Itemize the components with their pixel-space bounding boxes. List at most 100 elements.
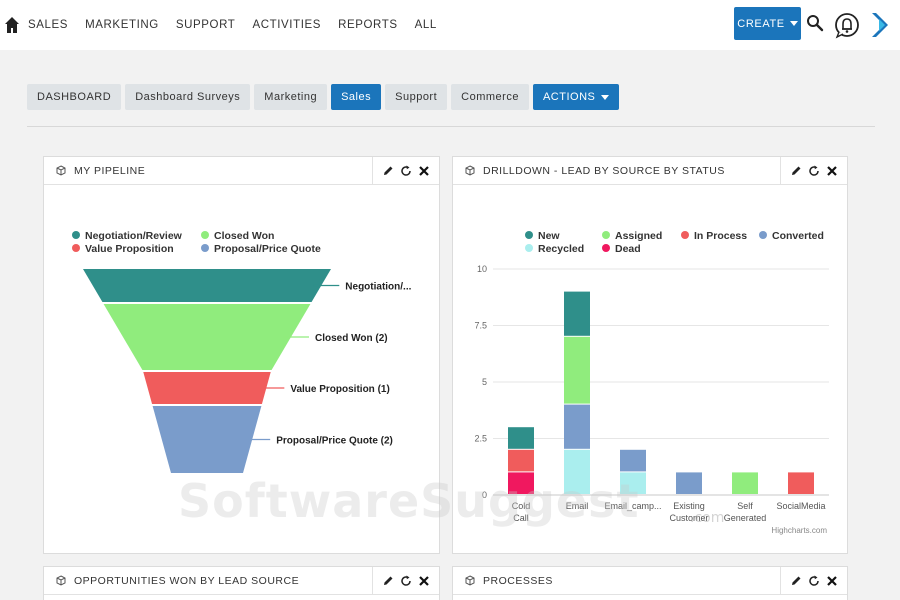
y-tick-label: 2.5	[474, 434, 487, 444]
main-menu: SALES MARKETING SUPPORT ACTIVITIES REPOR…	[28, 0, 454, 50]
pipeline-funnel-chart: Negotiation/Review Closed Won Value Propos…	[72, 230, 412, 473]
x-tick-label: Email	[566, 501, 589, 511]
bar-segment[interactable]	[564, 404, 590, 449]
legend-label[interactable]: Value Proposition	[85, 243, 174, 255]
legend-marker	[525, 231, 533, 239]
app-logo	[872, 13, 888, 37]
edit-icon[interactable]	[382, 165, 394, 177]
x-tick-label: Self	[737, 501, 753, 511]
refresh-icon[interactable]	[400, 165, 412, 177]
actions-dropdown[interactable]: ACTIONS	[532, 84, 620, 110]
y-tick-label: 5	[482, 377, 487, 387]
tab-dashboard-surveys[interactable]: Dashboard Surveys	[125, 84, 251, 110]
top-navbar: SALES MARKETING SUPPORT ACTIVITIES REPOR…	[0, 0, 900, 50]
dashlet-processes: PROCESSES	[452, 566, 848, 600]
x-tick-label: SocialMedia	[776, 501, 825, 511]
dashlet-opportunities: OPPORTUNITIES WON BY LEAD SOURCE	[43, 566, 440, 600]
chevron-down-icon	[789, 21, 798, 26]
nav-item-reports[interactable]: REPORTS	[338, 19, 398, 31]
bar-segment[interactable]	[564, 291, 590, 336]
cube-icon	[56, 165, 66, 176]
create-button[interactable]: CREATE	[734, 7, 801, 40]
bar-segment[interactable]	[788, 472, 814, 494]
legend-marker	[72, 244, 80, 252]
dashlet-header: PROCESSES	[453, 567, 847, 595]
legend-marker	[201, 231, 209, 239]
dashlet-header: DRILLDOWN - LEAD BY SOURCE BY STATUS	[453, 157, 847, 185]
close-icon[interactable]	[418, 575, 430, 587]
cube-icon	[465, 575, 475, 586]
bar-segment[interactable]	[620, 449, 646, 472]
bar-segment[interactable]	[732, 472, 758, 494]
legend-marker	[759, 231, 767, 239]
funnel-segment[interactable]	[103, 304, 311, 370]
chart-credits[interactable]: Highcharts.com	[771, 526, 827, 535]
legend-label[interactable]: Negotiation/Review	[85, 230, 183, 242]
dashlet-my-pipeline: MY PIPELINE Negotiation/Review Closed Won…	[43, 156, 440, 554]
bell-icon[interactable]	[834, 10, 860, 40]
nav-item-activities[interactable]: ACTIVITIES	[252, 19, 322, 31]
x-tick-label: Call	[513, 513, 529, 523]
legend-label[interactable]: Recycled	[538, 243, 584, 255]
legend-marker	[525, 244, 533, 252]
legend-marker	[602, 231, 610, 239]
bar-segment[interactable]	[508, 427, 534, 449]
funnel-segment[interactable]	[143, 372, 271, 404]
legend-label[interactable]: New	[538, 230, 560, 242]
nav-item-sales[interactable]: SALES	[28, 19, 69, 31]
dashlet-drilldown: DRILLDOWN - LEAD BY SOURCE BY STATUS New…	[452, 156, 848, 554]
cube-icon	[465, 165, 475, 176]
edit-icon[interactable]	[790, 165, 802, 177]
refresh-icon[interactable]	[808, 575, 820, 587]
close-icon[interactable]	[418, 165, 430, 177]
bar-segment[interactable]	[676, 472, 702, 494]
edit-icon[interactable]	[790, 575, 802, 587]
close-icon[interactable]	[826, 165, 838, 177]
section-divider	[27, 126, 875, 127]
tab-support[interactable]: Support	[385, 84, 448, 110]
dashlet-header: MY PIPELINE	[44, 157, 439, 185]
refresh-icon[interactable]	[808, 165, 820, 177]
edit-icon[interactable]	[382, 575, 394, 587]
legend-label[interactable]: Proposal/Price Quote	[214, 243, 321, 255]
x-tick-label: Customer	[669, 513, 708, 523]
home-icon[interactable]	[4, 16, 20, 34]
nav-item-all[interactable]: ALL	[414, 19, 437, 31]
dashlet-tools	[780, 157, 847, 185]
close-icon[interactable]	[826, 575, 838, 587]
dashlet-title: OPPORTUNITIES WON BY LEAD SOURCE	[74, 574, 300, 587]
legend-marker	[681, 231, 689, 239]
nav-item-support[interactable]: SUPPORT	[175, 19, 236, 31]
funnel-data-label: Proposal/Price Quote (2)	[276, 436, 393, 447]
bar-segment[interactable]	[508, 449, 534, 472]
bar-segment[interactable]	[564, 449, 590, 494]
bar-segment[interactable]	[564, 336, 590, 404]
tab-sales[interactable]: Sales	[331, 84, 382, 110]
dashlet-title: DRILLDOWN - LEAD BY SOURCE BY STATUS	[483, 164, 725, 177]
x-tick-label: Cold	[512, 501, 531, 511]
legend-label[interactable]: Dead	[615, 243, 641, 255]
funnel-segment[interactable]	[83, 269, 331, 302]
tab-commerce[interactable]: Commerce	[451, 84, 529, 110]
chevron-down-icon	[601, 94, 610, 100]
bar-segment[interactable]	[620, 472, 646, 494]
legend-label[interactable]: In Process	[694, 230, 747, 242]
legend-label[interactable]: Converted	[772, 230, 824, 242]
bar-segment[interactable]	[508, 472, 534, 494]
legend-label[interactable]: Closed Won	[214, 230, 274, 242]
y-tick-label: 7.5	[474, 321, 487, 331]
funnel-data-label: Closed Won (2)	[315, 333, 388, 344]
x-tick-label: Existing	[673, 501, 705, 511]
dashboard-tabs: DASHBOARD Dashboard Surveys Marketing Sa…	[27, 84, 623, 110]
search-icon[interactable]	[806, 14, 824, 32]
tab-dashboard[interactable]: DASHBOARD	[27, 84, 122, 110]
tab-marketing[interactable]: Marketing	[254, 84, 328, 110]
nav-item-marketing[interactable]: MARKETING	[85, 19, 159, 31]
legend-label[interactable]: Assigned	[615, 230, 662, 242]
create-button-label: CREATE	[737, 17, 785, 30]
lead-source-bar-chart: New Assigned In Process Converted Recycled De…	[474, 230, 829, 535]
dashlet-title: MY PIPELINE	[74, 164, 146, 177]
dashlet-tools	[372, 567, 439, 595]
funnel-segment[interactable]	[152, 406, 262, 473]
refresh-icon[interactable]	[400, 575, 412, 587]
